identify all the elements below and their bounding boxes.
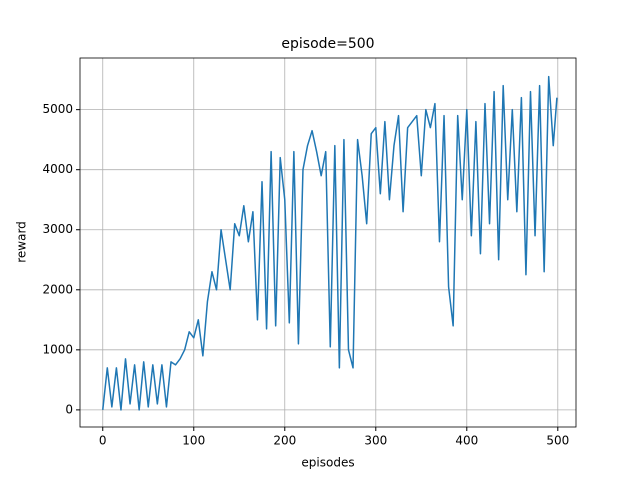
- y-tick-label: 2000: [42, 282, 73, 296]
- x-axis-label: episodes: [301, 456, 354, 470]
- y-tick-label: 4000: [42, 162, 73, 176]
- y-axis-label: reward: [15, 221, 29, 263]
- y-tick-label: 5000: [42, 102, 73, 116]
- y-tick-label: 0: [65, 402, 73, 416]
- x-tick-label: 300: [364, 434, 387, 448]
- y-tick-label: 3000: [42, 222, 73, 236]
- line: [102, 75, 558, 411]
- x-tick-label: 0: [99, 434, 107, 448]
- plot-frame: [79, 57, 577, 428]
- x-tick-label: 200: [273, 434, 296, 448]
- y-tick-label: 1000: [42, 342, 73, 356]
- x-tick-label: 100: [182, 434, 205, 448]
- x-tick-label: 500: [546, 434, 569, 448]
- chart-title: episode=500: [281, 36, 374, 52]
- x-tick-label: 400: [455, 434, 478, 448]
